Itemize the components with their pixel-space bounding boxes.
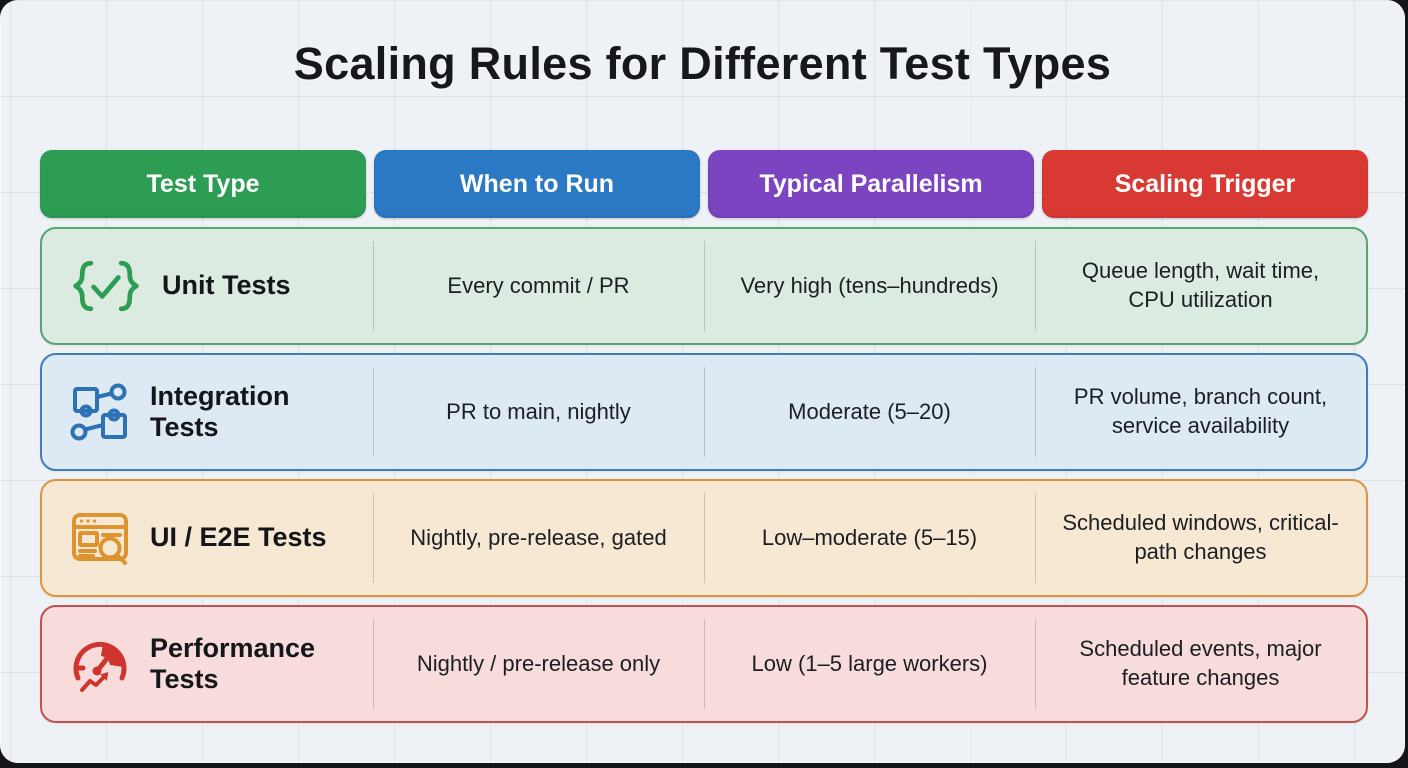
table-row-integration-tests: Integration Tests PR to main, nightly Mo…	[40, 353, 1368, 471]
row-title: Integration Tests	[150, 380, 290, 442]
column-header-when-to-run: When to Run	[374, 150, 700, 218]
cell-when-to-run: Nightly / pre-release only	[373, 607, 704, 721]
browser-search-icon	[68, 506, 132, 570]
column-headers: Test Type When to Run Typical Parallelis…	[40, 150, 1368, 218]
cell-trigger: Queue length, wait time, CPU utilization	[1035, 229, 1366, 343]
cell-when-to-run: Nightly, pre-release, gated	[373, 481, 704, 595]
cell-parallelism: Very high (tens–hundreds)	[704, 229, 1035, 343]
cell-parallelism: Low–moderate (5–15)	[704, 481, 1035, 595]
column-header-typical-parallelism: Typical Parallelism	[708, 150, 1034, 218]
table-row-unit-tests: Unit Tests Every commit / PR Very high (…	[40, 227, 1368, 345]
gauge-performance-icon	[68, 632, 132, 696]
cell-trigger: Scheduled windows, critical-path changes	[1035, 481, 1366, 595]
table-row-ui-e2e-tests: UI / E2E Tests Nightly, pre-release, gat…	[40, 479, 1368, 597]
column-header-test-type: Test Type	[40, 150, 366, 218]
cell-parallelism: Low (1–5 large workers)	[704, 607, 1035, 721]
row-title: UI / E2E Tests	[150, 522, 327, 553]
cell-test-type: Performance Tests	[42, 607, 373, 721]
cell-parallelism: Moderate (5–20)	[704, 355, 1035, 469]
cell-test-type: UI / E2E Tests	[42, 481, 373, 595]
cell-test-type: Unit Tests	[42, 229, 373, 343]
cell-trigger: PR volume, branch count, service availab…	[1035, 355, 1366, 469]
cell-when-to-run: Every commit / PR	[373, 229, 704, 343]
row-title: Performance Tests	[150, 632, 316, 694]
cell-trigger: Scheduled events, major feature changes	[1035, 607, 1366, 721]
table-body: Unit Tests Every commit / PR Very high (…	[40, 227, 1368, 723]
cell-when-to-run: PR to main, nightly	[373, 355, 704, 469]
cell-test-type: Integration Tests	[42, 355, 373, 469]
code-braces-check-icon	[68, 257, 144, 315]
row-title: Unit Tests	[162, 270, 291, 301]
column-header-scaling-trigger: Scaling Trigger	[1042, 150, 1368, 218]
table-row-performance-tests: Performance Tests Nightly / pre-release …	[40, 605, 1368, 723]
puzzle-integration-icon	[68, 380, 132, 444]
page-title: Scaling Rules for Different Test Types	[293, 38, 1112, 89]
